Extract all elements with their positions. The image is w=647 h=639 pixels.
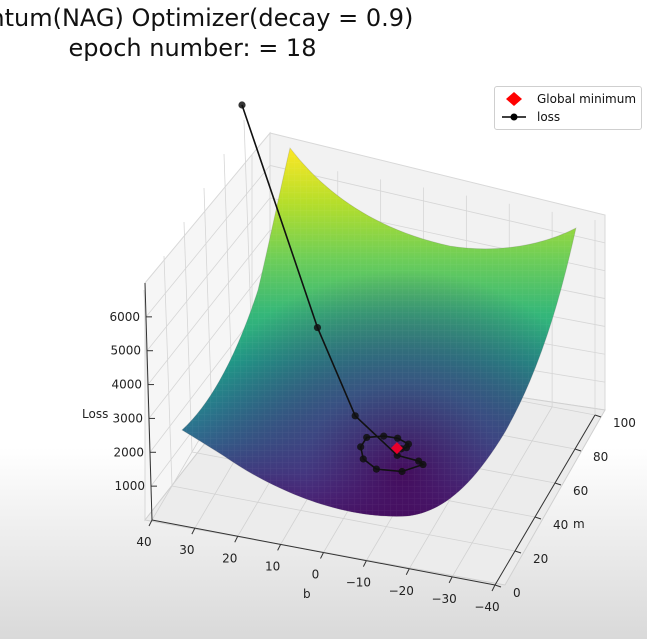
side-grid-line bbox=[145, 165, 271, 318]
y-axis-label: b bbox=[303, 587, 311, 601]
side-grid-line bbox=[223, 153, 233, 385]
b-tick-mark bbox=[191, 527, 196, 535]
b-tick-label: −40 bbox=[474, 600, 499, 614]
legend-entry-loss: loss bbox=[501, 108, 560, 126]
m-tick-mark bbox=[534, 516, 542, 520]
z-tick-label: 4000 bbox=[111, 378, 142, 392]
z-tick-label: 5000 bbox=[110, 344, 141, 358]
b-tick-label: −10 bbox=[346, 576, 371, 590]
loss-point bbox=[238, 101, 246, 109]
z-axis-line bbox=[144, 282, 153, 521]
b-tick-label: −20 bbox=[389, 584, 414, 598]
side-grid-line bbox=[183, 221, 193, 453]
m-tick-mark bbox=[514, 550, 522, 554]
side-grid-line bbox=[203, 187, 213, 419]
floor-grid-line bbox=[171, 485, 516, 552]
m-tick-label: 80 bbox=[593, 450, 608, 464]
b-tick-mark bbox=[148, 519, 153, 527]
b-tick-mark bbox=[362, 560, 367, 567]
loss-point bbox=[398, 467, 406, 476]
b-tick-label: 20 bbox=[222, 551, 237, 565]
side-grid-line bbox=[148, 262, 271, 419]
legend-label: loss bbox=[537, 110, 561, 124]
z-tick-label: 3000 bbox=[112, 411, 143, 425]
loss-point bbox=[419, 460, 427, 469]
diamond-icon bbox=[506, 92, 522, 106]
chart-title: entum(NAG) Optimizer(decay = 0.9) bbox=[0, 4, 414, 32]
z-axis-label: Loss bbox=[82, 407, 108, 421]
y-axis-ticks: 40 30 20 10 0 −10 −20 −30 −40 bbox=[136, 519, 500, 614]
x-axis-label: m bbox=[573, 517, 585, 531]
b-tick-label: 40 bbox=[136, 535, 151, 549]
b-tick-label: 30 bbox=[179, 543, 194, 557]
loss-point bbox=[380, 432, 388, 440]
global-minimum-point bbox=[390, 442, 403, 455]
z-tick-label: 2000 bbox=[113, 445, 144, 459]
back-grid-line bbox=[269, 165, 606, 244]
legend-entry-global-minimum: Global minimum bbox=[501, 90, 636, 108]
m-tick-label: 0 bbox=[513, 586, 521, 600]
m-tick-mark bbox=[554, 482, 562, 486]
m-tick-label: 60 bbox=[573, 484, 588, 498]
z-tick-label: 6000 bbox=[109, 310, 140, 324]
m-tick-mark bbox=[594, 414, 602, 418]
side-grid-line bbox=[146, 197, 271, 351]
loss-point bbox=[357, 443, 365, 451]
loss-point bbox=[394, 434, 402, 442]
side-grid-line bbox=[147, 230, 271, 385]
floor-grid-line bbox=[451, 406, 553, 578]
m-tick-label: 100 bbox=[613, 416, 636, 430]
line-marker-icon bbox=[502, 113, 526, 121]
m-tick-label: 40 bbox=[553, 518, 568, 532]
legend: Global minimum loss bbox=[494, 86, 642, 130]
loss-point bbox=[372, 465, 381, 473]
b-tick-mark bbox=[448, 576, 453, 584]
b-tick-mark bbox=[277, 544, 282, 551]
b-tick-label: 0 bbox=[312, 568, 320, 582]
loss-point bbox=[363, 433, 371, 442]
z-tick-label: 1000 bbox=[114, 479, 145, 493]
b-tick-mark bbox=[320, 552, 324, 559]
m-tick-mark bbox=[494, 584, 502, 588]
loss-point bbox=[313, 323, 322, 332]
legend-label: Global minimum bbox=[537, 92, 637, 106]
b-tick-label: −30 bbox=[431, 592, 456, 606]
global-minimum-marker bbox=[390, 442, 403, 455]
loss-surface bbox=[181, 147, 577, 517]
b-tick-mark bbox=[405, 568, 410, 575]
x-axis-ticks: 0 20 40 60 80 100 bbox=[494, 414, 636, 600]
b-tick-mark bbox=[234, 536, 239, 543]
x-axis-line bbox=[494, 414, 596, 586]
z-axis-ticks: 1000 2000 3000 4000 5000 6000 bbox=[109, 310, 157, 493]
side-grid-line bbox=[163, 255, 173, 487]
m-tick-mark bbox=[574, 448, 582, 452]
b-tick-mark bbox=[491, 584, 496, 592]
loss-point bbox=[351, 412, 359, 420]
chart-subtitle: epoch number: = 18 bbox=[68, 34, 317, 62]
m-tick-label: 20 bbox=[533, 552, 548, 566]
loss-point bbox=[359, 455, 367, 463]
loss-point bbox=[393, 451, 401, 459]
b-tick-label: 10 bbox=[265, 559, 280, 573]
